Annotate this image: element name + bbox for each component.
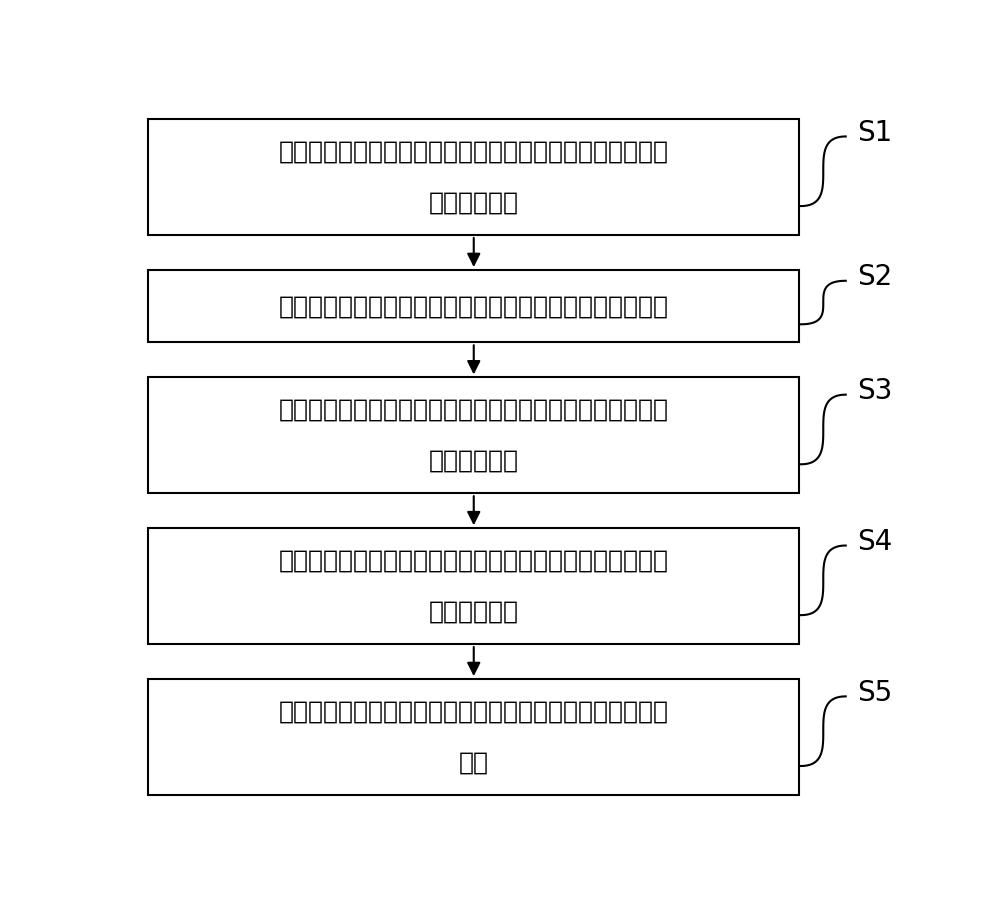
Text: 采用溶液制备工艺或真空制备工艺在阴极上沉积电子传输层: 采用溶液制备工艺或真空制备工艺在阴极上沉积电子传输层	[279, 294, 669, 319]
Text: 积空穴传输层: 积空穴传输层	[429, 600, 519, 624]
FancyBboxPatch shape	[148, 270, 799, 342]
Text: 底上制备阴极: 底上制备阴极	[429, 191, 519, 214]
Text: 采用溶液制备工艺或真空制备工艺在钙钛矿余辉发光层上沉: 采用溶液制备工艺或真空制备工艺在钙钛矿余辉发光层上沉	[279, 548, 669, 573]
Text: 采用磁控溅射工艺、真空热蒸镀工艺或原子层沉积工艺在基: 采用磁控溅射工艺、真空热蒸镀工艺或原子层沉积工艺在基	[279, 139, 669, 164]
Text: S4: S4	[857, 528, 893, 556]
FancyBboxPatch shape	[148, 679, 799, 795]
Text: S2: S2	[857, 263, 893, 291]
Text: S1: S1	[857, 119, 893, 147]
Text: 矿余辉发光层: 矿余辉发光层	[429, 449, 519, 472]
Text: S5: S5	[857, 679, 893, 707]
Text: S3: S3	[857, 377, 893, 405]
FancyBboxPatch shape	[148, 377, 799, 493]
FancyBboxPatch shape	[148, 529, 799, 644]
FancyBboxPatch shape	[148, 119, 799, 235]
Text: 采用溶液制备工艺或真空制备工艺在电子传输层上沉积钙钛: 采用溶液制备工艺或真空制备工艺在电子传输层上沉积钙钛	[279, 398, 669, 422]
Text: 阳极: 阳极	[459, 750, 489, 775]
Text: 采用真空热蒸镀工艺或原子层沉积工艺在空穴传输层上制备: 采用真空热蒸镀工艺或原子层沉积工艺在空穴传输层上制备	[279, 700, 669, 723]
